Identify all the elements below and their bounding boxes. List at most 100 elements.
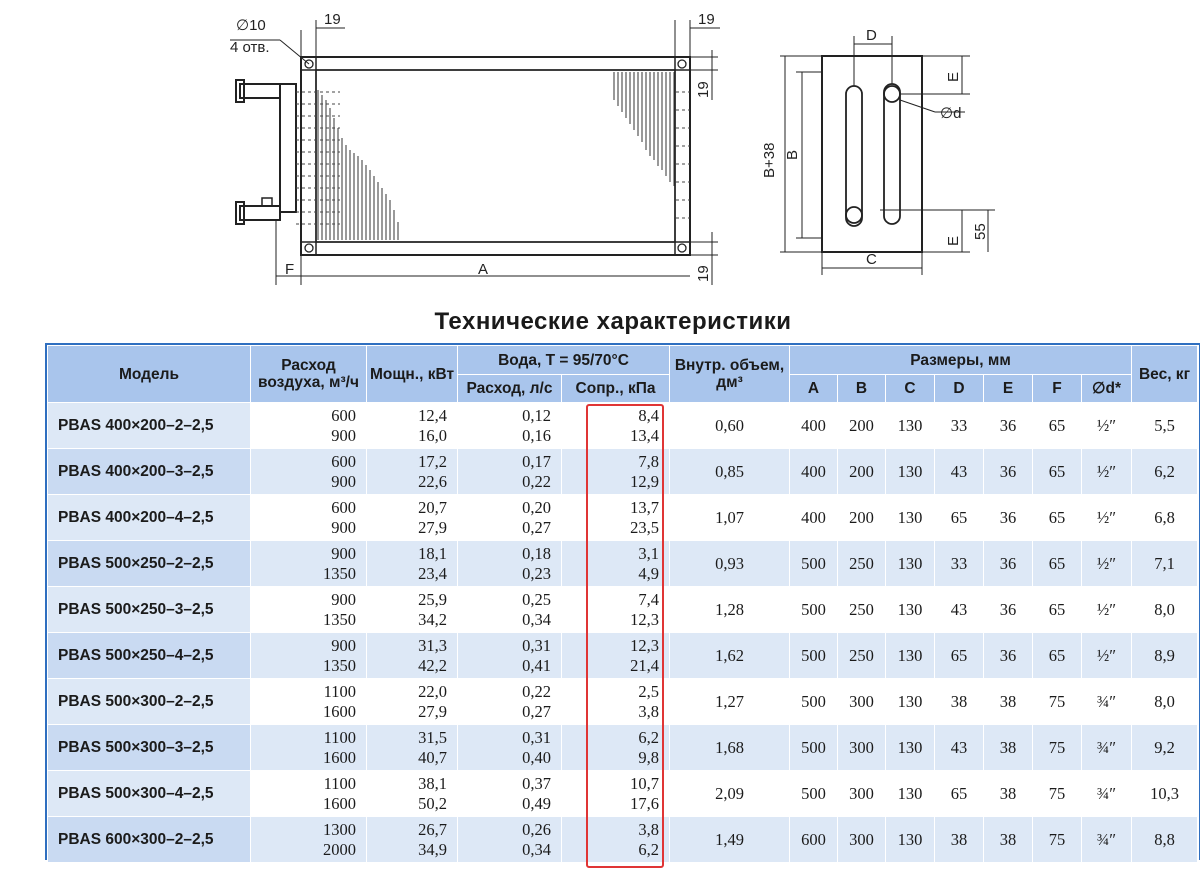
volume-cell: 1,28 (669, 586, 790, 633)
table-row: PBAS 500×250–2–2,5 900 1350 18,1 23,4 0,18 0,2… (47, 540, 1198, 587)
dim-a-cell: 400 (789, 494, 838, 541)
air-flow-cell-value: 1600 (323, 793, 356, 813)
power-cell-value: 22,6 (418, 471, 447, 491)
dim-e-bottom-label: E (945, 236, 962, 246)
dim-c-cell: 130 (885, 494, 935, 541)
dim-d-cell: 65 (934, 632, 984, 679)
water-flow-cell-value: 0,27 (522, 701, 551, 721)
power-cell-value: 20,7 (418, 497, 447, 517)
pipe-circle-top (883, 85, 901, 103)
dim-b-label: B (784, 150, 801, 160)
header-dim-d: D (934, 374, 984, 403)
weight-cell: 8,9 (1131, 632, 1198, 679)
header-dim-c: C (885, 374, 935, 403)
dim-e-cell: 38 (983, 816, 1033, 863)
hole-dia-label: ∅10 (236, 17, 266, 34)
dim-19-top-right: 19 (698, 11, 715, 28)
pipe-dia-cell: ½″ (1081, 402, 1132, 449)
pipe-dia-cell: ½″ (1081, 586, 1132, 633)
header-dim-a: A (789, 374, 838, 403)
volume-cell: 1,07 (669, 494, 790, 541)
dim-a-cell: 500 (789, 678, 838, 725)
pipe-dia-cell: ¾″ (1081, 816, 1132, 863)
dim-f-cell: 65 (1032, 632, 1082, 679)
power-cell-value: 16,0 (418, 425, 447, 445)
dim-f-cell: 65 (1032, 402, 1082, 449)
power-cell-value: 23,4 (418, 563, 447, 583)
air-flow-cell: 1100 1600 (250, 724, 367, 771)
weight-cell: 8,8 (1131, 816, 1198, 863)
water-flow-cell-value: 0,25 (522, 589, 551, 609)
air-flow-cell: 600 900 (250, 448, 367, 495)
volume-cell: 1,68 (669, 724, 790, 771)
water-resistance-cell: 10,7 17,6 (561, 770, 670, 817)
air-flow-cell-value: 1100 (323, 681, 356, 701)
power-cell-value: 50,2 (418, 793, 447, 813)
dim-f-cell: 75 (1032, 724, 1082, 771)
dim-a-cell: 400 (789, 448, 838, 495)
air-flow-cell: 1300 2000 (250, 816, 367, 863)
dim-b-cell: 300 (837, 678, 886, 725)
water-resistance-cell-value: 9,8 (638, 747, 659, 767)
power-cell-value: 31,5 (418, 727, 447, 747)
holes-count-label: 4 отв. (230, 39, 270, 56)
water-resistance-cell-value: 10,7 (630, 773, 659, 793)
dim-e-cell: 38 (983, 678, 1033, 725)
model-cell: PBAS 500×300–2–2,5 (47, 678, 251, 725)
air-flow-cell-value: 900 (331, 589, 356, 609)
weight-cell: 8,0 (1131, 678, 1198, 725)
volume-cell: 1,62 (669, 632, 790, 679)
power-cell-value: 31,3 (418, 635, 447, 655)
dim-e-cell: 36 (983, 586, 1033, 633)
dim-b-cell: 300 (837, 816, 886, 863)
water-flow-cell: 0,31 0,40 (457, 724, 562, 771)
water-flow-cell: 0,31 0,41 (457, 632, 562, 679)
header-dim-f: F (1032, 374, 1082, 403)
dim-f-cell: 65 (1032, 448, 1082, 495)
water-flow-cell-value: 0,27 (522, 517, 551, 537)
power-cell: 31,5 40,7 (366, 724, 458, 771)
header-dim-e: E (983, 374, 1033, 403)
water-flow-cell: 0,26 0,34 (457, 816, 562, 863)
volume-cell: 0,93 (669, 540, 790, 587)
water-flow-cell-value: 0,26 (522, 819, 551, 839)
power-cell: 25,9 34,2 (366, 586, 458, 633)
dim-b-cell: 250 (837, 586, 886, 633)
dim-f-label: F (285, 261, 294, 278)
water-resistance-cell-value: 8,4 (638, 405, 659, 425)
air-flow-cell-value: 900 (331, 543, 356, 563)
table-row: PBAS 600×300–2–2,5 1300 2000 26,7 34,9 0,26 0,… (47, 816, 1198, 863)
power-cell: 22,0 27,9 (366, 678, 458, 725)
dim-d-cell: 38 (934, 816, 984, 863)
water-resistance-cell-value: 12,9 (630, 471, 659, 491)
pipe-dia-cell: ½″ (1081, 448, 1132, 495)
fins-right (613, 72, 675, 186)
dim-e-cell: 36 (983, 494, 1033, 541)
dim-c-cell: 130 (885, 448, 935, 495)
outlet-pipe (239, 205, 281, 221)
front-dimensions (230, 20, 720, 285)
dim-e-cell: 38 (983, 770, 1033, 817)
dim-d-cell: 38 (934, 678, 984, 725)
water-flow-cell: 0,22 0,27 (457, 678, 562, 725)
air-flow-cell-value: 900 (331, 425, 356, 445)
volume-cell: 0,60 (669, 402, 790, 449)
dim-c-cell: 130 (885, 586, 935, 633)
dim-d-cell: 65 (934, 770, 984, 817)
dim-b-cell: 300 (837, 770, 886, 817)
water-flow-cell-value: 0,31 (522, 727, 551, 747)
dim-c-cell: 130 (885, 402, 935, 449)
header-water-flow: Расход, л/с (457, 374, 562, 403)
dim-a-cell: 400 (789, 402, 838, 449)
air-flow-cell-value: 600 (331, 451, 356, 471)
header-dims-group: Размеры, мм (789, 345, 1132, 375)
water-resistance-cell-value: 17,6 (630, 793, 659, 813)
water-flow-cell-value: 0,22 (522, 681, 551, 701)
power-cell-value: 34,9 (418, 839, 447, 859)
weight-cell: 10,3 (1131, 770, 1198, 817)
power-cell-value: 22,0 (418, 681, 447, 701)
header-air-flow: Расход воздуха, м³/ч (250, 345, 367, 403)
model-cell: PBAS 400×200–4–2,5 (47, 494, 251, 541)
water-flow-cell-value: 0,23 (522, 563, 551, 583)
table-row: PBAS 400×200–3–2,5 600 900 17,2 22,6 0,17 0,22… (47, 448, 1198, 495)
